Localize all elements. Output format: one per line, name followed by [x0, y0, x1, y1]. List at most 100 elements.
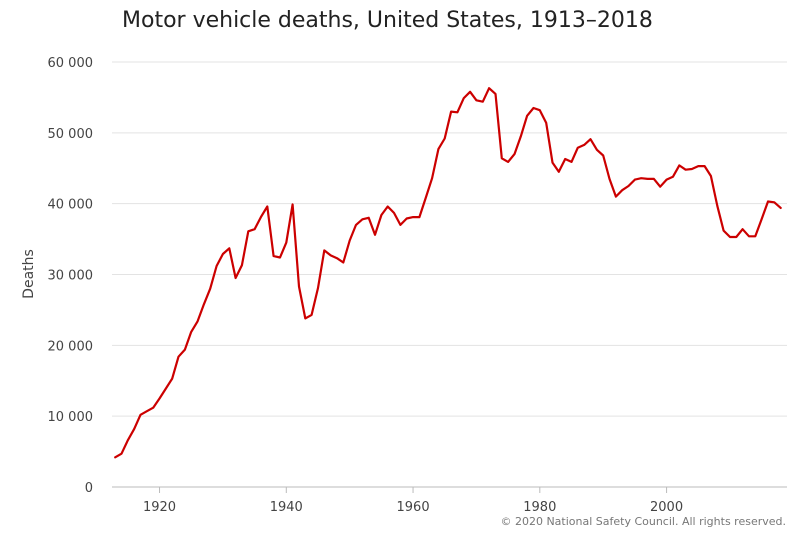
data-point[interactable] [132, 426, 137, 431]
data-point[interactable] [290, 202, 295, 207]
data-point[interactable] [670, 174, 675, 179]
data-point[interactable] [347, 238, 352, 243]
data-point[interactable] [575, 145, 580, 150]
data-point[interactable] [601, 153, 606, 158]
data-point[interactable] [582, 142, 587, 147]
data-point[interactable] [569, 159, 574, 164]
data-point[interactable] [335, 256, 340, 261]
data-point[interactable] [220, 252, 225, 257]
data-point[interactable] [258, 215, 263, 220]
data-point[interactable] [208, 286, 213, 291]
data-point[interactable] [696, 164, 701, 169]
data-point[interactable] [271, 254, 276, 259]
data-point[interactable] [366, 215, 371, 220]
data-point[interactable] [170, 376, 175, 381]
data-point[interactable] [125, 438, 130, 443]
data-point[interactable] [702, 164, 707, 169]
data-point[interactable] [278, 255, 283, 260]
data-point[interactable] [480, 99, 485, 104]
data-point[interactable] [550, 160, 555, 165]
data-point[interactable] [594, 147, 599, 152]
data-point[interactable] [449, 109, 454, 114]
data-point[interactable] [556, 169, 561, 174]
data-point[interactable] [385, 204, 390, 209]
data-point[interactable] [163, 386, 168, 391]
data-point[interactable] [493, 91, 498, 96]
data-point[interactable] [297, 284, 302, 289]
data-point[interactable] [563, 157, 568, 162]
data-point[interactable] [461, 96, 466, 101]
data-point[interactable] [430, 176, 435, 181]
data-point[interactable] [658, 184, 663, 189]
data-point[interactable] [651, 176, 656, 181]
data-point[interactable] [442, 136, 447, 141]
data-point[interactable] [233, 276, 238, 281]
data-point[interactable] [626, 184, 631, 189]
data-point[interactable] [201, 302, 206, 307]
data-point[interactable] [157, 396, 162, 401]
data-point[interactable] [518, 134, 523, 139]
data-point[interactable] [740, 227, 745, 232]
data-point[interactable] [531, 106, 536, 111]
data-point[interactable] [417, 215, 422, 220]
data-point[interactable] [411, 215, 416, 220]
data-point[interactable] [284, 240, 289, 245]
data-point[interactable] [341, 260, 346, 265]
data-point[interactable] [392, 210, 397, 215]
data-point[interactable] [239, 263, 244, 268]
data-point[interactable] [474, 98, 479, 103]
data-point[interactable] [309, 312, 314, 317]
data-point[interactable] [423, 196, 428, 201]
data-point[interactable] [525, 113, 530, 118]
data-point[interactable] [176, 354, 181, 359]
data-point[interactable] [436, 147, 441, 152]
data-point[interactable] [404, 216, 409, 221]
data-point[interactable] [328, 253, 333, 258]
data-point[interactable] [537, 108, 542, 113]
data-point[interactable] [214, 264, 219, 269]
data-point[interactable] [734, 235, 739, 240]
data-point[interactable] [747, 234, 752, 239]
data-point[interactable] [506, 159, 511, 164]
data-point[interactable] [588, 137, 593, 142]
data-point[interactable] [620, 188, 625, 193]
data-point[interactable] [189, 329, 194, 334]
data-point[interactable] [138, 412, 143, 417]
data-point[interactable] [639, 176, 644, 181]
data-point[interactable] [778, 205, 783, 210]
data-point[interactable] [119, 451, 124, 456]
data-point[interactable] [689, 167, 694, 172]
data-point[interactable] [265, 204, 270, 209]
data-point[interactable] [151, 405, 156, 410]
data-point[interactable] [303, 316, 308, 321]
data-point[interactable] [677, 163, 682, 168]
data-point[interactable] [645, 176, 650, 181]
data-point[interactable] [772, 200, 777, 205]
data-point[interactable] [468, 89, 473, 94]
data-point[interactable] [544, 120, 549, 125]
data-point[interactable] [715, 203, 720, 208]
data-point[interactable] [721, 228, 726, 233]
data-point[interactable] [512, 152, 517, 157]
data-point[interactable] [398, 222, 403, 227]
data-point[interactable] [113, 455, 118, 460]
data-point[interactable] [607, 176, 612, 181]
data-point[interactable] [632, 177, 637, 182]
data-point[interactable] [753, 234, 758, 239]
data-point[interactable] [195, 319, 200, 324]
data-point[interactable] [252, 227, 257, 232]
data-point[interactable] [708, 174, 713, 179]
data-point[interactable] [487, 86, 492, 91]
data-point[interactable] [360, 217, 365, 222]
data-point[interactable] [227, 246, 232, 251]
data-point[interactable] [613, 194, 618, 199]
data-point[interactable] [664, 177, 669, 182]
data-point[interactable] [766, 199, 771, 204]
data-point[interactable] [499, 156, 504, 161]
data-point[interactable] [322, 248, 327, 253]
data-point[interactable] [759, 217, 764, 222]
data-point[interactable] [246, 229, 251, 234]
data-point[interactable] [379, 213, 384, 218]
data-point[interactable] [182, 347, 187, 352]
data-point[interactable] [373, 232, 378, 237]
